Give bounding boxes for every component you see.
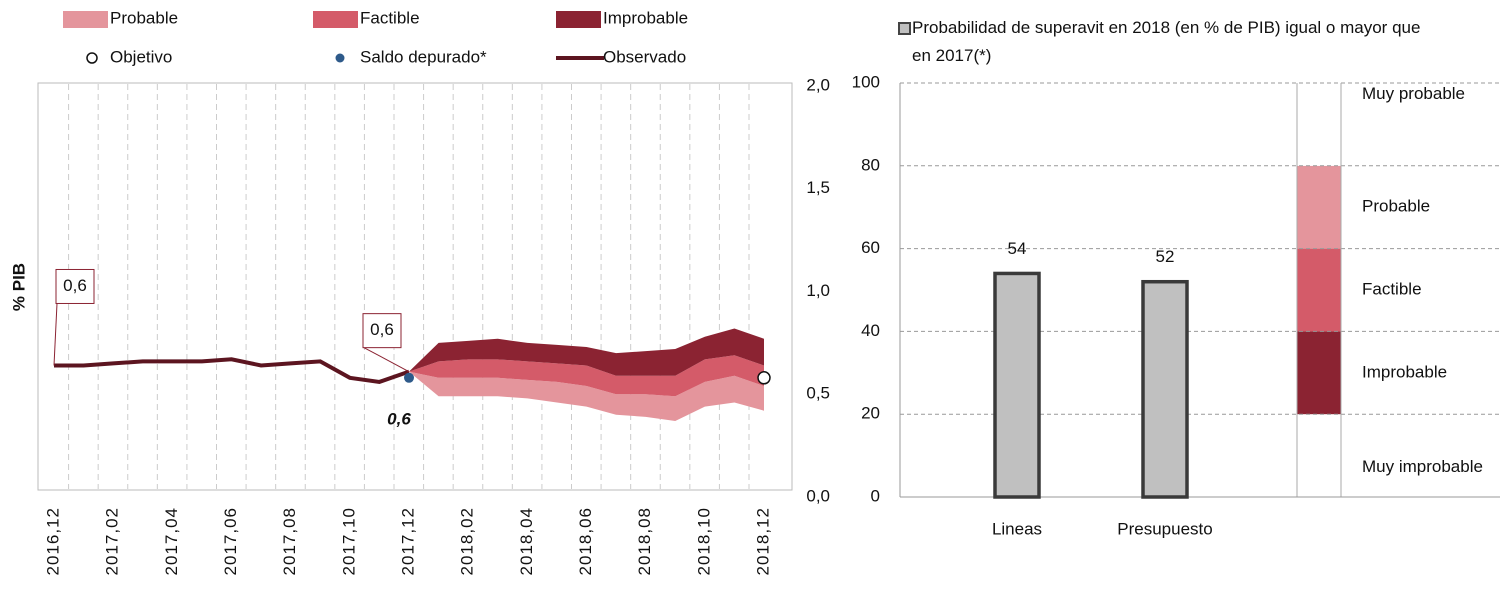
y-tick-label: 80 — [861, 155, 880, 174]
x-tick-label: 2018,04 — [517, 507, 536, 575]
y-tick-label: 60 — [861, 238, 880, 257]
y-tick-label: 20 — [861, 404, 880, 423]
scale-band — [1297, 165, 1341, 249]
bar — [1141, 279, 1189, 499]
x-tick-label: 2017,12 — [398, 507, 417, 575]
legend-label: Saldo depurado* — [360, 47, 487, 66]
x-tick-label: Lineas — [992, 519, 1042, 538]
label-box — [55, 268, 95, 304]
scale-label: Muy probable — [1362, 84, 1465, 103]
x-tick-label: 2016,12 — [43, 507, 62, 575]
x-tick-label: 2018,06 — [576, 507, 595, 575]
scale-label: Muy improbable — [1362, 457, 1483, 476]
observed-line — [54, 357, 410, 384]
scale-band — [1297, 248, 1341, 332]
target-point — [757, 371, 771, 385]
y-tick-label: 0 — [871, 486, 880, 505]
data-label: 0,6 — [387, 409, 411, 428]
legend-swatch — [335, 53, 345, 63]
x-tick-label: 2017,04 — [162, 507, 181, 575]
label-box — [362, 313, 402, 349]
legend-swatch — [86, 52, 98, 64]
legend-label: Factible — [360, 8, 420, 27]
x-tick-label: 2017,08 — [280, 507, 299, 575]
legend-label: Improbable — [603, 8, 688, 27]
x-tick-label: Presupuesto — [1117, 519, 1212, 538]
x-tick-label: 2018,08 — [635, 507, 654, 575]
data-label: 52 — [1156, 247, 1175, 266]
legend-label: Probable — [110, 8, 178, 27]
scale-band — [1297, 83, 1341, 166]
data-label: 54 — [1008, 239, 1027, 258]
saldo-point — [404, 372, 414, 383]
legend-label: Objetivo — [110, 47, 172, 66]
y-tick-label: 40 — [861, 321, 880, 340]
scale-label: Improbable — [1362, 362, 1447, 381]
bar — [993, 271, 1041, 499]
y-tick-label: 0,5 — [806, 384, 830, 403]
x-tick-label: 2017,06 — [221, 507, 240, 575]
scale-band — [1297, 331, 1341, 415]
y-tick-label: 2,0 — [806, 75, 830, 94]
y-tick-label: 100 — [852, 72, 880, 91]
y-axis-label: % PIB — [9, 263, 28, 311]
leader-line — [53, 303, 58, 366]
x-tick-label: 2017,02 — [103, 507, 122, 575]
fan-band — [409, 328, 764, 376]
data-label: 0,6 — [63, 276, 87, 295]
plot-frame — [37, 82, 793, 491]
x-tick-label: 2017,10 — [339, 507, 358, 575]
legend-swatch — [556, 11, 601, 28]
legend-swatch — [313, 11, 358, 28]
scale-band — [1297, 414, 1341, 497]
scale-label: Factible — [1362, 279, 1422, 298]
leader-line — [363, 347, 410, 373]
legend-swatch — [63, 11, 108, 28]
x-tick-label: 2018,10 — [694, 507, 713, 575]
legend-label: Observado — [603, 47, 686, 66]
fan-band — [409, 371, 764, 421]
y-tick-label: 1,0 — [806, 281, 830, 300]
chart-title: Probabilidad de superavit en 2018 (en % … — [912, 18, 1421, 65]
scale-label: Probable — [1362, 197, 1430, 216]
x-tick-label: 2018,12 — [753, 507, 772, 575]
x-tick-label: 2018,02 — [458, 507, 477, 575]
y-tick-label: 1,5 — [806, 178, 830, 197]
y-tick-label: 0,0 — [806, 486, 830, 505]
fan-band — [409, 355, 764, 397]
data-label: 0,6 — [370, 320, 394, 339]
title-icon — [898, 22, 911, 35]
